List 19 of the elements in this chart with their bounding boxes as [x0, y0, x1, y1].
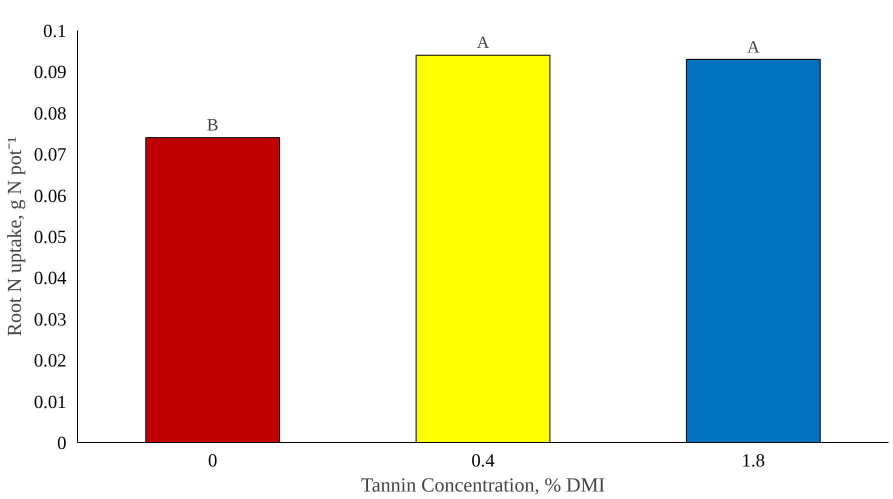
annotation: A — [747, 37, 760, 56]
y-axis-title: Root N uptake, g N pot⁻¹ — [4, 136, 26, 336]
y-tick-label: 0 — [57, 433, 66, 454]
annotation: B — [206, 116, 218, 135]
y-tick-label: 0.01 — [34, 392, 67, 413]
y-tick-label: 0.03 — [34, 309, 67, 330]
y-tick-label: 0.08 — [34, 103, 67, 124]
y-tick-label: 0.04 — [34, 268, 68, 290]
x-tick-label: 0 — [208, 450, 218, 472]
y-tick-label: 0.06 — [34, 186, 67, 207]
x-tick-label: 1.8 — [742, 450, 765, 472]
y-tick-label: 0.05 — [34, 227, 67, 248]
x-tick-label: 0.4 — [471, 450, 496, 472]
annotation: A — [476, 33, 490, 52]
y-tick-label: 0.07 — [34, 144, 67, 166]
y-tick-label: 0.02 — [34, 350, 67, 372]
y-tick-label: 0.09 — [34, 62, 67, 84]
y-tick-label: 0.1 — [43, 21, 67, 42]
x-axis-title: Tannin Concentration, % DMI — [360, 474, 606, 496]
